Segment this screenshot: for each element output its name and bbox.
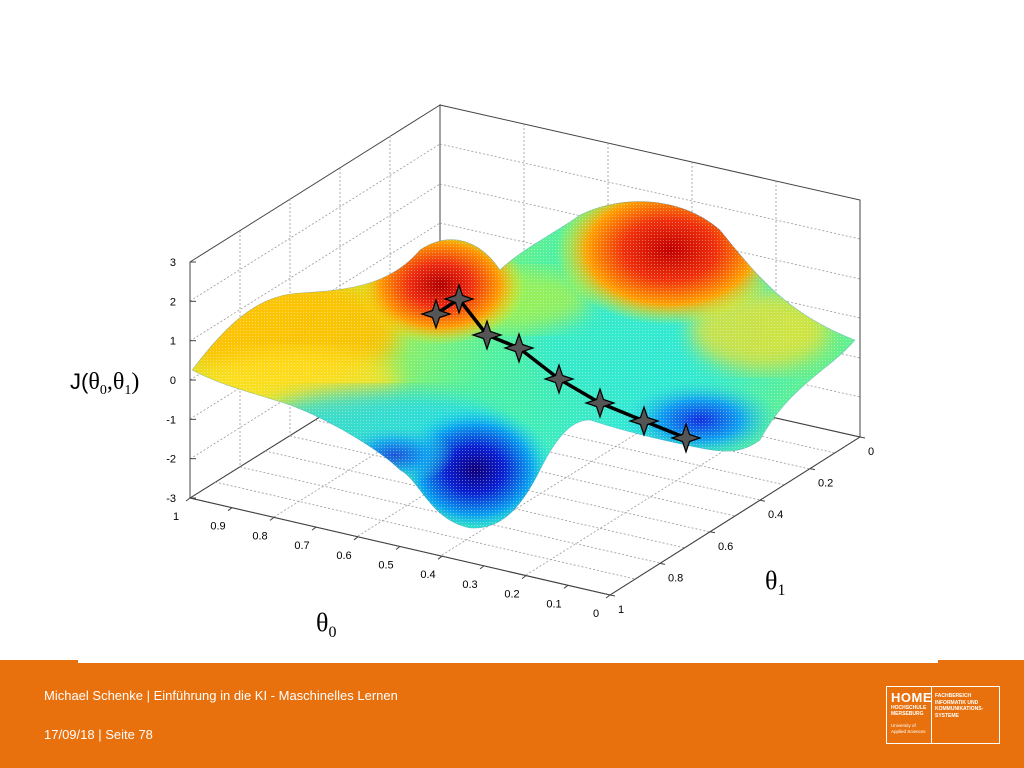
theta0-tick-label: 0.1: [546, 598, 561, 610]
theta0-tick-mark: [227, 507, 233, 512]
z-axis-label: J(θ0,θ1): [70, 369, 139, 398]
z-tick-label: 3: [170, 257, 176, 269]
theta0-axis: 1 0.9 0.8 0.7 0.6 0.5 0.4 0.3 0.2 0.1 0: [173, 497, 611, 620]
descent-step-marker: [584, 387, 616, 419]
theta0-tick-mark: [605, 594, 611, 599]
z-tick-label: 1: [170, 336, 176, 348]
theta0-tick-mark: [437, 555, 443, 560]
theta0-tick-mark: [395, 546, 401, 550]
descent-step-marker: [420, 298, 452, 330]
theta0-tick-label: 0.7: [294, 540, 309, 552]
z-tick-label: -1: [166, 414, 176, 426]
footer-date-page: 17/09/18 | Seite 78: [44, 727, 153, 742]
theta1-tick-mark: [809, 468, 816, 471]
theta1-tick-label: 0.6: [718, 541, 733, 553]
theta1-tick-label: 0: [868, 446, 874, 458]
theta0-tick-mark: [185, 497, 191, 502]
theta0-tick-label: 0.8: [252, 530, 267, 542]
theta0-tick-mark: [353, 536, 359, 541]
theta1-tick-mark: [759, 499, 766, 502]
theta1-tick-mark: [609, 594, 616, 597]
theta1-label: θ1: [765, 566, 785, 599]
theta1-axis: 0 0.2 0.4 0.6 0.8 1: [609, 436, 874, 616]
descent-step-marker: [628, 405, 660, 437]
logo-subtitle: University of Applied Sciences: [891, 723, 926, 734]
theta1-tick-mark: [859, 436, 866, 439]
theta0-label: θ0: [316, 608, 336, 641]
surface-plot: 3 2 1 0 -1 -2 -3 1 0.9 0.8 0.7 0.6 0.5 0.4 0.3 0.2 0.1 0…: [70, 104, 874, 641]
logo-mark: HOME: [891, 690, 932, 705]
theta0-tick-mark: [269, 517, 275, 521]
theta0-tick-label: 0.4: [420, 569, 435, 581]
descent-line: [435, 297, 687, 440]
footer-divider: [78, 660, 938, 663]
theta0-tick-mark: [521, 575, 527, 579]
theta0-tick-label: 0.3: [462, 579, 477, 591]
theta1-tick-label: 0.4: [768, 509, 783, 521]
gradient-descent-path: [420, 283, 702, 454]
theta1-tick-label: 0.2: [818, 478, 833, 490]
theta0-tick-label: 1: [173, 511, 179, 523]
logo-department: FACHBEREICH INFORMATIK UND KOMMUNIKATION…: [935, 693, 984, 719]
descent-step-marker: [670, 422, 702, 454]
z-tick-label: -3: [166, 493, 176, 505]
cost-surface: [191, 201, 856, 529]
university-logo: HOME HOCHSCHULE MERSEBURG University of …: [886, 686, 1000, 744]
theta1-tick-mark: [659, 562, 666, 565]
descent-step-marker: [543, 363, 575, 395]
logo-divider: [931, 687, 932, 743]
theta0-tick-mark: [563, 584, 569, 589]
theta0-tick-label: 0: [593, 608, 599, 620]
theta1-tick-label: 1: [618, 604, 624, 616]
footer-title: Michael Schenke | Einführung in die KI -…: [44, 688, 398, 703]
descent-step-marker: [471, 319, 503, 351]
z-tick-label: 2: [170, 296, 176, 308]
z-axis: 3 2 1 0 -1 -2 -3: [166, 257, 196, 505]
descent-step-marker: [443, 283, 475, 315]
theta0-tick-mark: [479, 565, 485, 570]
descent-step-marker: [503, 332, 535, 364]
theta1-tick-mark: [709, 531, 716, 534]
z-tick-label: 0: [170, 375, 176, 387]
logo-name: HOCHSCHULE MERSEBURG: [891, 705, 927, 717]
theta0-tick-label: 0.6: [336, 550, 351, 562]
theta0-tick-label: 0.2: [504, 589, 519, 601]
footer-bar: Michael Schenke | Einführung in die KI -…: [0, 660, 1024, 768]
theta0-tick-label: 0.9: [210, 521, 225, 533]
theta0-tick-mark: [311, 526, 317, 531]
theta0-tick-label: 0.5: [378, 560, 393, 572]
z-tick-label: -2: [166, 454, 176, 466]
theta1-tick-label: 0.8: [668, 572, 683, 584]
